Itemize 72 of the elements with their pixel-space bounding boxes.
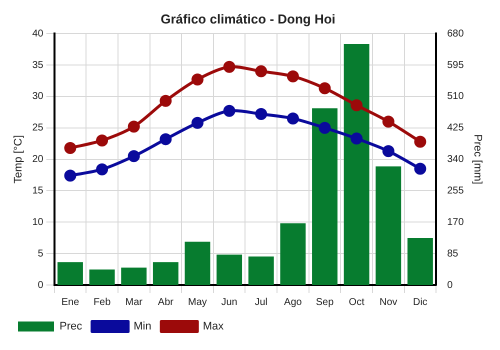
legend-label: Min <box>134 320 152 333</box>
x-tick-label: Mar <box>125 296 144 308</box>
point <box>160 94 172 107</box>
bar <box>248 256 274 285</box>
y-tick-label: 20 <box>32 154 44 166</box>
y-axis-title: Temp [°C] <box>12 135 25 184</box>
point <box>96 134 108 146</box>
y2-tick-label: 0 <box>447 280 454 291</box>
bar <box>407 238 433 285</box>
y2-tick-label: 510 <box>447 91 464 102</box>
chart-title: Gráfico climático - Dong Hoi <box>160 11 336 26</box>
y-tick-label: 30 <box>32 91 44 102</box>
bar <box>184 242 210 285</box>
point <box>128 120 140 133</box>
y2-tick-label: 255 <box>447 185 464 196</box>
y-tick-label: 0 <box>38 280 44 291</box>
x-tick-label: Ago <box>284 296 302 308</box>
bar <box>344 44 370 285</box>
point <box>255 108 268 120</box>
point <box>223 104 236 117</box>
point <box>414 162 426 175</box>
x-tick-label: Nov <box>379 296 398 308</box>
bar <box>58 262 83 285</box>
y-tick-label: 15 <box>32 185 44 196</box>
x-tick-label: Jul <box>254 296 268 308</box>
point <box>414 136 426 148</box>
x-tick-label: May <box>188 296 207 308</box>
x-tick-label: Dic <box>412 296 428 308</box>
legend-label: Prec <box>60 320 83 333</box>
y2-tick-label: 170 <box>447 216 464 228</box>
bar <box>152 262 178 285</box>
point <box>160 133 172 146</box>
point <box>286 70 299 82</box>
bar <box>312 108 338 285</box>
x-tick-label: Sep <box>316 296 334 308</box>
point <box>255 65 268 78</box>
y2-tick-label: 425 <box>447 122 464 134</box>
x-tick-label: Abr <box>158 296 174 308</box>
bar <box>216 254 242 285</box>
point <box>64 142 76 154</box>
point <box>191 73 204 86</box>
y2-tick-label: 340 <box>447 154 464 166</box>
point <box>191 116 204 129</box>
y-tick-label: 5 <box>38 248 44 260</box>
y-tick-label: 25 <box>32 122 44 134</box>
bar <box>376 166 402 285</box>
point <box>318 82 331 94</box>
point <box>318 122 331 134</box>
x-tick-label: Oct <box>348 296 365 308</box>
y2-tick-label: 85 <box>447 248 459 260</box>
point <box>128 150 140 162</box>
x-tick-label: Jun <box>221 296 238 308</box>
y2-tick-label: 680 <box>447 28 464 40</box>
legend-label: Max <box>202 320 224 333</box>
y-tick-label: 40 <box>32 28 44 40</box>
bar <box>89 269 115 285</box>
point <box>350 132 363 145</box>
point <box>350 99 363 112</box>
y-tick-label: 35 <box>32 60 44 71</box>
point <box>223 60 236 73</box>
point <box>286 112 299 124</box>
point <box>382 145 394 158</box>
point <box>382 116 394 128</box>
point <box>64 170 76 182</box>
x-tick-label: Ene <box>61 296 80 308</box>
y2-axis-title: Prec [mm] <box>471 134 484 184</box>
x-tick-label: Feb <box>93 296 112 308</box>
bar <box>280 223 306 285</box>
y-tick-label: 10 <box>32 216 44 228</box>
point <box>96 163 108 176</box>
y2-tick-label: 595 <box>447 60 464 71</box>
bar <box>121 268 147 285</box>
